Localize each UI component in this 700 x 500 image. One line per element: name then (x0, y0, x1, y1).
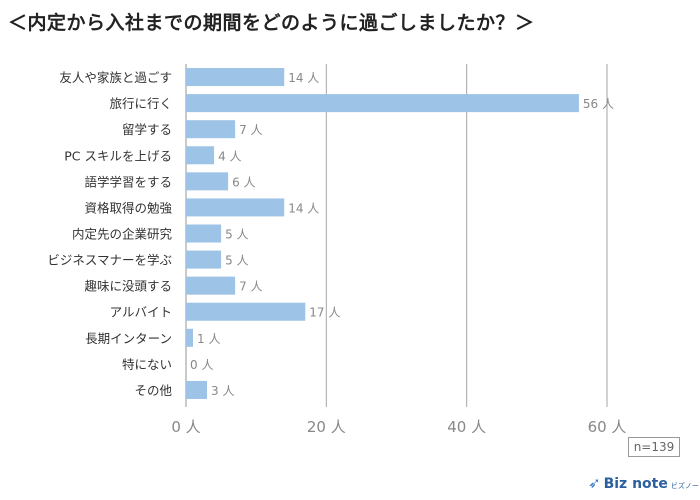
chart-title: ＜内定から入社までの期間をどのように過ごしましたか？＞ (8, 12, 535, 34)
value-label: 3 人 (211, 384, 234, 398)
bar (186, 380, 208, 399)
category-label: 語学学習をする (84, 174, 172, 189)
category-label: アルバイト (110, 305, 172, 320)
value-label: 0 人 (190, 358, 213, 372)
brand-logo: ➶ Biz note ビズノート (588, 474, 700, 492)
category-label: 特にない (122, 357, 172, 372)
category-label: 長期インターン (85, 331, 172, 346)
value-label: 6 人 (232, 175, 255, 189)
category-label: 友人や家族と過ごす (59, 70, 172, 85)
value-label: 1 人 (197, 332, 220, 346)
category-label: ビジネスマナーを学ぶ (47, 253, 172, 268)
category-label: その他 (134, 383, 172, 398)
x-tick-label: 20 人 (307, 418, 346, 436)
category-label: 資格取得の勉強 (84, 200, 172, 215)
category-label: 留学する (122, 122, 172, 137)
bar (186, 224, 222, 243)
bar (186, 172, 229, 191)
category-label: PC スキルを上げる (64, 148, 172, 163)
x-tick-label: 60 人 (588, 418, 627, 436)
x-tick-label: 0 人 (171, 418, 200, 436)
value-label: 4 人 (218, 149, 241, 163)
value-label: 14 人 (288, 201, 319, 215)
category-label: 旅行に行く (109, 96, 172, 111)
value-label: 5 人 (225, 254, 248, 268)
gridlines (185, 64, 608, 407)
bar (186, 302, 306, 321)
value-label: 7 人 (239, 280, 262, 294)
value-label: 56 人 (583, 97, 614, 111)
value-label: 17 人 (309, 306, 340, 320)
category-label: 趣味に没頭する (84, 279, 172, 294)
logo-subtext: ビズノート (670, 482, 700, 490)
bar (186, 276, 236, 295)
bird-icon: ➶ (588, 474, 601, 492)
value-label: 14 人 (288, 71, 319, 85)
bar (186, 120, 236, 139)
x-tick-label: 40 人 (447, 418, 486, 436)
logo-text: Biz note (603, 476, 668, 492)
value-labels: 14 人 56 人 7 人 4 人 6 人 14 人 5 人 5 人 7 人 17 人 1 人 0 人… (190, 71, 614, 398)
bar (186, 250, 222, 269)
bar (186, 68, 285, 87)
sample-size-box: n=139 (628, 437, 680, 457)
bar (186, 146, 215, 165)
bar (186, 328, 194, 347)
x-tick-labels: 0 人 20 人 40 人 60 人 (171, 418, 626, 436)
bar (186, 198, 285, 217)
bar (186, 94, 579, 113)
value-label: 7 人 (239, 123, 262, 137)
value-label: 5 人 (225, 228, 248, 242)
category-label: 内定先の企業研究 (72, 227, 173, 242)
bars (186, 68, 579, 399)
